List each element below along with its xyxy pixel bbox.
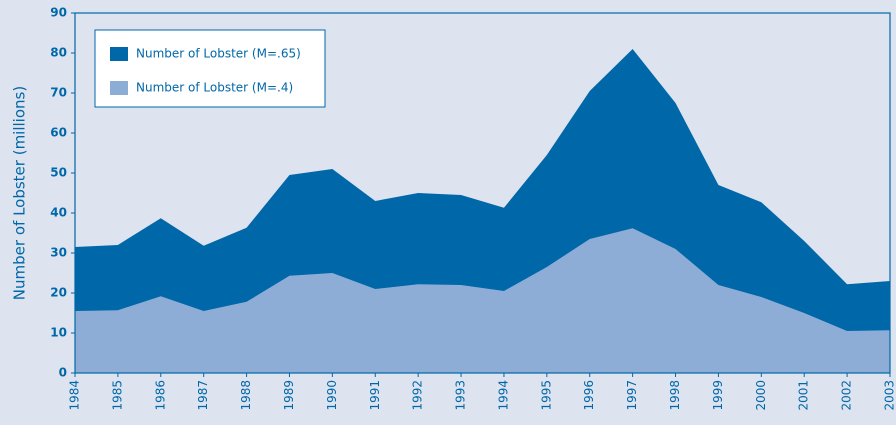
x-tick-label: 1994 bbox=[496, 380, 510, 411]
legend-box bbox=[94, 29, 326, 108]
legend-swatch bbox=[110, 81, 128, 95]
x-tick-label: 2001 bbox=[797, 380, 811, 411]
y-tick-label: 60 bbox=[50, 126, 67, 140]
x-tick-label: 1987 bbox=[196, 380, 210, 411]
area bbox=[75, 228, 890, 373]
y-axis-label: Number of Lobster (millions) bbox=[11, 86, 29, 300]
legend-label: Number of Lobster (M=.65) bbox=[136, 47, 301, 61]
x-tick-label: 1999 bbox=[711, 380, 725, 411]
y-tick-label: 20 bbox=[50, 286, 67, 300]
x-tick-label: 1992 bbox=[411, 380, 425, 411]
x-tick-label: 1988 bbox=[239, 380, 253, 411]
x-tick-label: 1985 bbox=[110, 380, 124, 411]
x-tick-label: 2000 bbox=[754, 380, 768, 411]
x-tick-label: 1991 bbox=[368, 380, 382, 411]
x-tick-label: 1996 bbox=[582, 380, 596, 411]
y-tick-label: 50 bbox=[50, 166, 67, 180]
y-tick-label: 40 bbox=[50, 206, 67, 220]
x-tick-label: 1990 bbox=[325, 380, 339, 411]
plot-frame bbox=[74, 12, 891, 374]
x-tick-label: 1997 bbox=[625, 380, 639, 411]
x-tick-label: 2002 bbox=[840, 380, 854, 411]
x-tick-label: 1989 bbox=[282, 380, 296, 411]
x-tick-label: 1998 bbox=[668, 380, 682, 411]
y-tick-label: 0 bbox=[59, 366, 67, 380]
y-tick-label: 70 bbox=[50, 86, 67, 100]
x-tick-label: 2003 bbox=[883, 380, 896, 411]
legend-swatch bbox=[110, 47, 128, 61]
y-tick-label: 30 bbox=[50, 246, 67, 260]
legend-label: Number of Lobster (M=.4) bbox=[136, 81, 293, 95]
x-tick-label: 1984 bbox=[68, 380, 82, 411]
x-tick-label: 1995 bbox=[539, 380, 553, 411]
y-tick-label: 80 bbox=[50, 46, 67, 60]
y-tick-label: 10 bbox=[50, 326, 67, 340]
y-tick-label: 90 bbox=[50, 6, 67, 20]
x-tick-label: 1993 bbox=[454, 380, 468, 411]
x-tick-label: 1986 bbox=[153, 380, 167, 411]
